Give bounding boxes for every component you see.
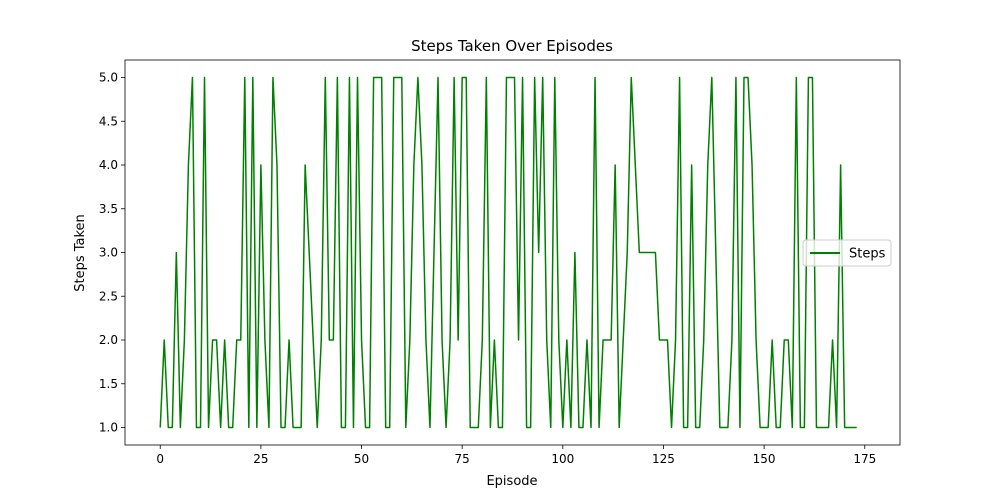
y-tick-label: 4.5 — [99, 114, 118, 128]
y-tick-label: 1.5 — [99, 377, 118, 391]
y-tick-label: 2.0 — [99, 333, 118, 347]
x-axis-ticks: 0 25 50 75 100 125 150 175 — [156, 445, 876, 466]
x-tick-label: 75 — [455, 452, 470, 466]
chart-title: Steps Taken Over Episodes — [411, 37, 613, 55]
legend-frame — [802, 239, 892, 267]
y-axis-ticks: 1.0 1.5 2.0 2.5 3.0 3.5 4.0 4.5 5.0 — [99, 71, 125, 435]
series-line-steps — [159, 76, 857, 429]
y-axis-label: Steps Taken — [73, 214, 88, 292]
y-tick-label: 1.0 — [99, 421, 118, 435]
axes-frame — [124, 59, 901, 446]
y-tick-label: 3.5 — [99, 202, 118, 216]
x-tick-label: 50 — [354, 452, 369, 466]
x-tick-label: 150 — [753, 452, 776, 466]
y-tick-label: 4.0 — [99, 158, 118, 172]
plot-area — [124, 59, 901, 446]
x-tick-label: 125 — [652, 452, 675, 466]
x-tick-label: 175 — [853, 452, 876, 466]
x-tick-label: 0 — [156, 452, 164, 466]
y-tick-label: 3.0 — [99, 246, 118, 260]
x-tick-label: 100 — [551, 452, 574, 466]
x-axis-label: Episode — [486, 474, 537, 489]
x-tick-label: 25 — [253, 452, 268, 466]
y-tick-label: 5.0 — [99, 71, 118, 85]
y-tick-label: 2.5 — [99, 289, 118, 303]
legend-label-steps: Steps — [849, 247, 886, 262]
legend: Steps — [802, 239, 892, 267]
